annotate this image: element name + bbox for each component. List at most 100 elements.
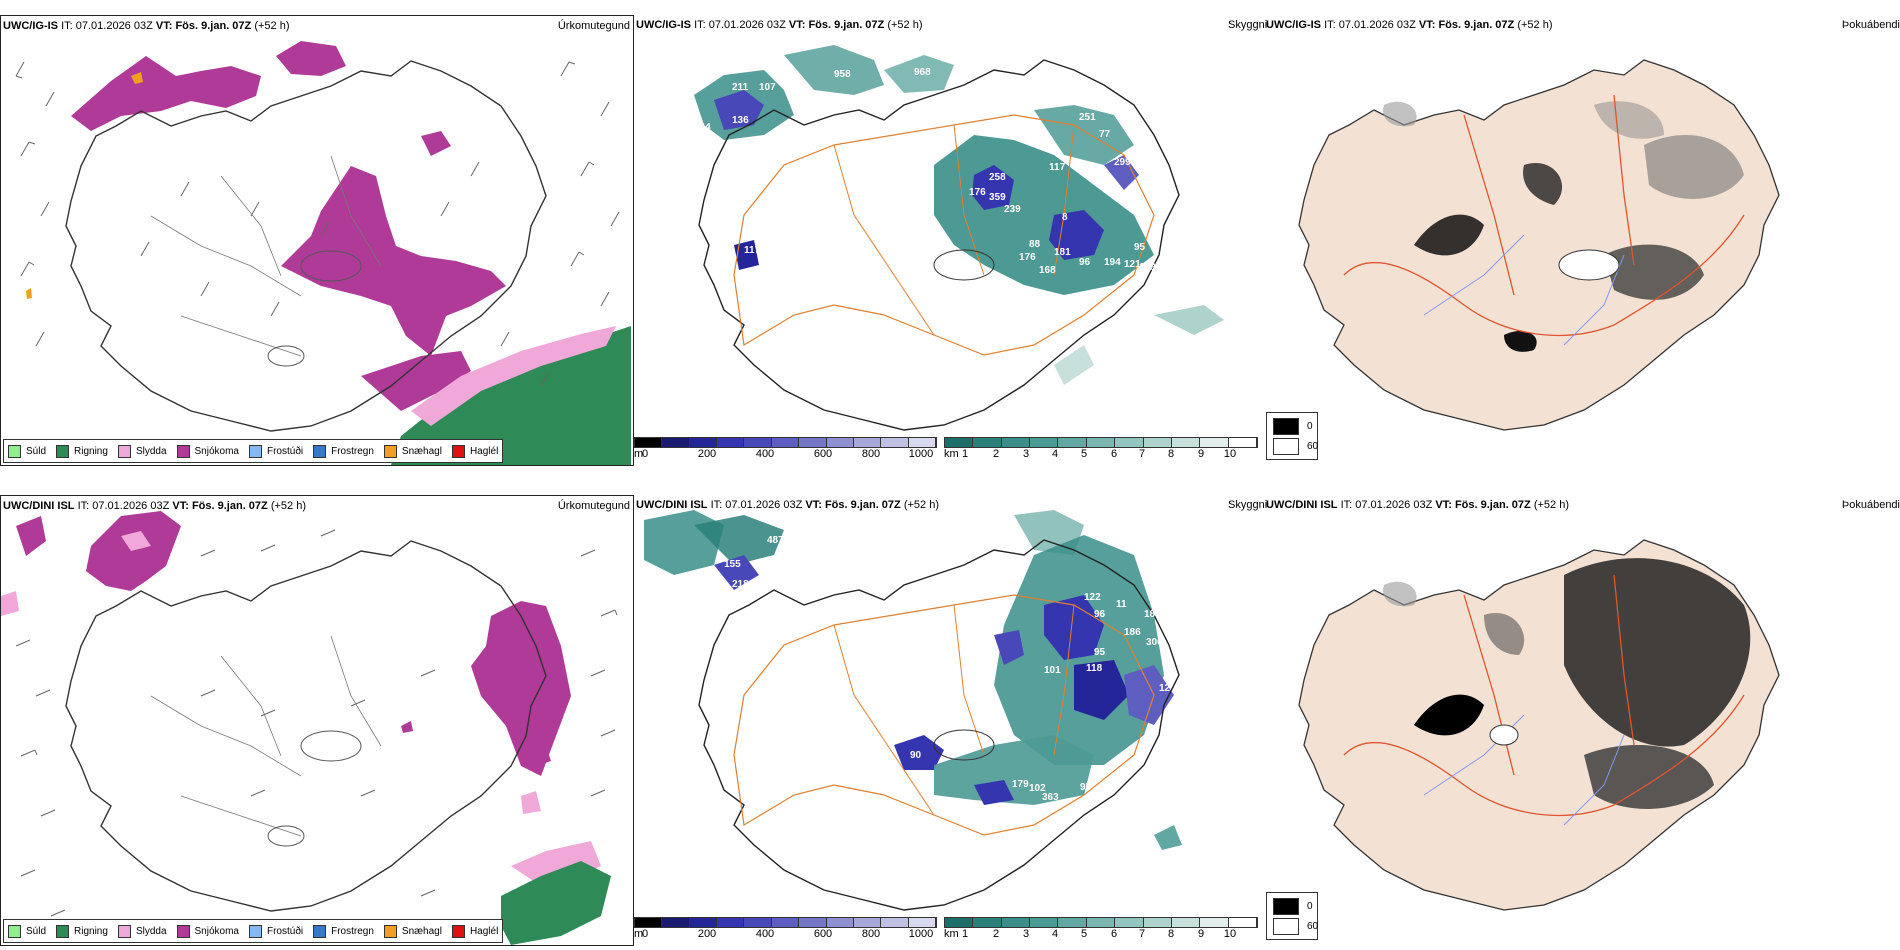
svg-text:136: 136 (732, 115, 749, 126)
svg-text:194: 194 (1104, 257, 1121, 268)
ceiling-ticks: 0 200 400 600 800 1000 (641, 448, 934, 460)
svg-text:188: 188 (1144, 609, 1161, 620)
svg-text:96: 96 (1094, 609, 1106, 620)
ceiling-visibility-panel-bottom: UWC/DINI ISL IT: 07.01.2026 03Z VT: Fös.… (634, 495, 1262, 946)
svg-text:11: 11 (1116, 599, 1127, 610)
svg-text:211: 211 (732, 82, 749, 93)
swatch-freezing-drizzle (248, 444, 262, 458)
panel-title: UWC/IG-IS IT: 07.01.2026 03Z VT: Fös. 9.… (3, 20, 290, 32)
svg-text:168: 168 (1039, 265, 1056, 276)
swatch-snow (176, 444, 190, 458)
svg-text:122: 122 (1084, 592, 1101, 603)
svg-text:95: 95 (1134, 242, 1146, 253)
svg-text:176: 176 (969, 187, 986, 198)
ceiling-unit: m (634, 928, 644, 940)
fog-index-panel-top: UWC/IG-IS IT: 07.01.2026 03Z VT: Fös. 9.… (1264, 15, 1900, 466)
precip-map (15, 41, 631, 465)
svg-text:102: 102 (1029, 783, 1046, 794)
svg-text:299: 299 (1114, 157, 1131, 168)
wind-barbs (15, 529, 618, 917)
swatch-drizzle (8, 444, 21, 458)
precip-type-label: Úrkomutegund (557, 20, 630, 32)
precip-type-legend: Súld Rigning Slydda Snjókoma Frostúði Fr… (3, 919, 504, 943)
precip-type-panel-bottom: UWC/DINI ISL IT: 07.01.2026 03Z VT: Fös.… (0, 495, 634, 946)
svg-text:12: 12 (1159, 683, 1171, 694)
svg-text:412: 412 (719, 27, 736, 38)
visibility-colorbar-bottom (944, 917, 1258, 928)
svg-text:218: 218 (732, 579, 749, 590)
snow-area (281, 166, 506, 356)
snow-area (71, 56, 261, 131)
svg-text:186: 186 (1124, 627, 1141, 638)
iceland-coastline (698, 539, 1180, 911)
iceland-landmass (1298, 59, 1780, 431)
svg-text:90: 90 (910, 750, 922, 761)
ceiling-unit: m (634, 448, 644, 460)
svg-text:181: 181 (1054, 247, 1071, 258)
swatch-snow-pellets (383, 444, 397, 458)
ceiling-ticks: 0 200 400 600 800 1000 (641, 928, 934, 940)
svg-text:15: 15 (759, 557, 771, 568)
snow-pellet-area (26, 288, 32, 299)
svg-text:363: 363 (1042, 792, 1059, 803)
fog-legend-bottom: 0 60 (1266, 892, 1318, 940)
precip-map (1, 511, 618, 945)
visibility-unit: km (944, 928, 959, 940)
iceland-coastline (65, 540, 547, 912)
snow-area (421, 131, 451, 156)
panel-title: UWC/IG-IS IT: 07.01.2026 03Z VT: Fös. 9.… (636, 19, 923, 31)
svg-text:107: 107 (759, 82, 776, 93)
svg-text:117: 117 (1049, 162, 1066, 173)
ceiling-colorbar-top (634, 437, 937, 448)
svg-text:239: 239 (1004, 204, 1021, 215)
fog-map (1298, 539, 1780, 911)
snow-area (276, 41, 346, 76)
svg-text:644: 644 (694, 122, 711, 133)
visibility-label: Skyggni (1228, 499, 1268, 511)
visibility-label: Skyggni (1228, 19, 1268, 31)
svg-text:251: 251 (1079, 112, 1096, 123)
svg-text:95: 95 (1080, 782, 1092, 793)
svg-text:359: 359 (989, 192, 1006, 203)
fog-label: Þokuábendi (1841, 19, 1900, 31)
visibility-ticks: 1 2 3 4 5 6 7 8 9 10 (961, 448, 1237, 460)
sleet-area (411, 326, 616, 426)
svg-text:95: 95 (1094, 647, 1106, 658)
swatch-sleet (117, 444, 131, 458)
svg-text:109: 109 (1139, 262, 1156, 273)
swatch-freezing-rain (313, 444, 327, 458)
wind-barbs (15, 61, 620, 387)
fog-label: Þokuábendi (1841, 499, 1900, 511)
svg-text:176: 176 (1019, 252, 1036, 263)
svg-text:155: 155 (724, 559, 741, 570)
ceiling-visibility-panel-top: UWC/IG-IS IT: 07.01.2026 03Z VT: Fös. 9.… (634, 15, 1262, 466)
fog-map (1298, 59, 1780, 431)
swatch-rain (56, 444, 70, 458)
svg-text:121: 121 (1124, 259, 1141, 270)
svg-text:968: 968 (914, 67, 931, 78)
svg-text:487: 487 (767, 535, 784, 546)
svg-text:258: 258 (989, 172, 1006, 183)
visibility-colorbar-top (944, 437, 1258, 448)
precip-type-panel-top: UWC/IG-IS IT: 07.01.2026 03Z VT: Fös. 9.… (0, 15, 634, 466)
precip-type-legend: Súld Rigning Slydda Snjókoma Frostúði Fr… (3, 439, 504, 463)
snow-pellet-area (131, 72, 143, 84)
svg-text:958: 958 (834, 69, 851, 80)
svg-text:101: 101 (1044, 665, 1061, 676)
panel-title: UWC/DINI ISL IT: 07.01.2026 03Z VT: Fös.… (1266, 499, 1569, 511)
fog-legend-top: 0 60 (1266, 412, 1318, 460)
snow-area (361, 351, 471, 411)
panel-title: UWC/DINI ISL IT: 07.01.2026 03Z VT: Fös.… (636, 499, 939, 511)
svg-text:96: 96 (1079, 257, 1091, 268)
panel-title: UWC/DINI ISL IT: 07.01.2026 03Z VT: Fös.… (3, 500, 306, 512)
iceland-coastline (698, 59, 1180, 431)
swatch-hail (451, 444, 465, 458)
iceland-coastline (65, 60, 547, 432)
svg-text:88: 88 (1029, 239, 1041, 250)
precip-type-label: Úrkomutegund (557, 500, 630, 512)
svg-text:118: 118 (1086, 663, 1103, 674)
